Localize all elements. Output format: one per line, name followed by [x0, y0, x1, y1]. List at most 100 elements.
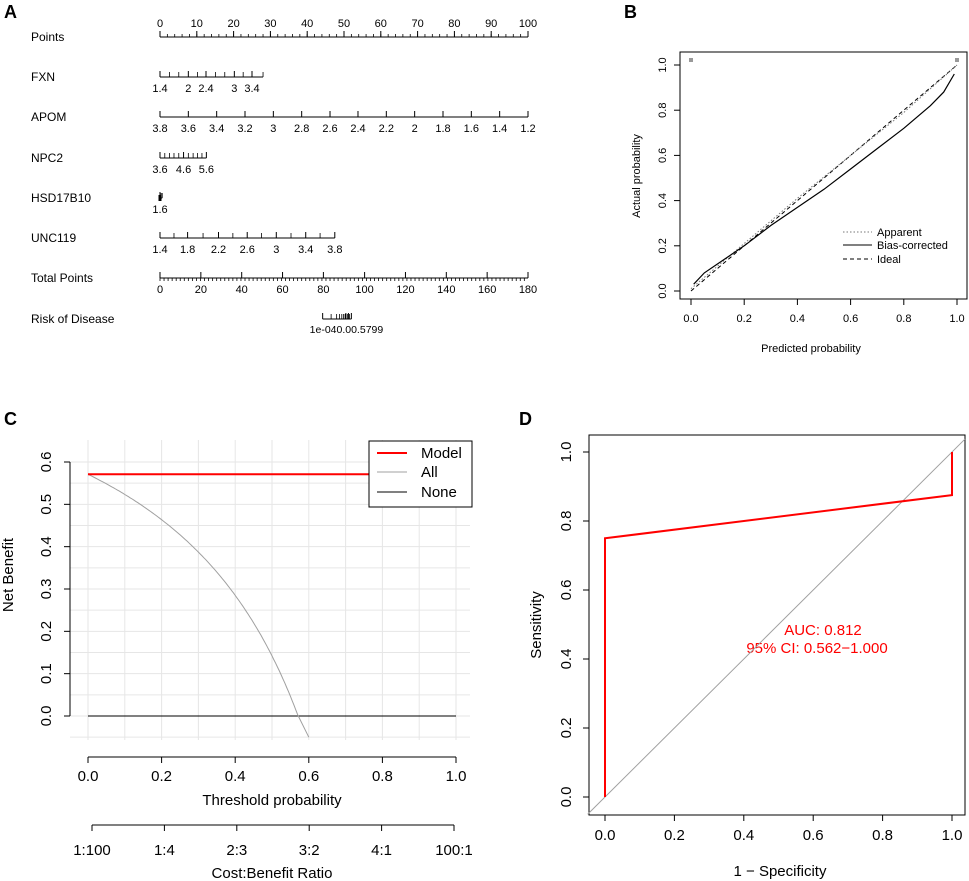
legend-apparent-label: Apparent — [877, 227, 922, 239]
nomogram-row-label-unc119: UNC119 — [31, 231, 76, 245]
nomogram-tick-label: 3.4 — [244, 83, 259, 95]
legend-model-label: Model — [421, 445, 462, 462]
calibration-apparent-line — [690, 64, 958, 290]
nomogram-tick-label: 50 — [338, 18, 350, 30]
nomogram-tick-label: 2.6 — [322, 123, 337, 135]
roc-y-tick-label: 0.2 — [558, 718, 575, 739]
dca-y-tick-label: 0.4 — [38, 536, 55, 557]
cost-benefit-tick-label: 100:1 — [435, 842, 473, 859]
calibration-x-label: Predicted probability — [761, 343, 861, 355]
nomogram-tick-label: 40 — [236, 284, 248, 296]
roc-frame — [588, 434, 966, 816]
dca-y-tick-label: 0.2 — [38, 621, 55, 642]
dca-y-tick-label: 0.0 — [38, 706, 55, 727]
nomogram-tick-label: 1.2 — [520, 123, 535, 135]
calibration-y-tick-label: 0.0 — [657, 283, 669, 298]
calibration-x-tick-label: 0.2 — [737, 313, 752, 325]
nomogram-tick-label: 3.8 — [152, 123, 167, 135]
panel-b-letter: B — [624, 2, 637, 22]
roc-y-label: Sensitivity — [528, 591, 545, 659]
nomogram-tick-label: 20 — [227, 18, 239, 30]
calibration-bias-corrected-line — [693, 73, 955, 285]
nomogram-tick-label: 2.2 — [379, 123, 394, 135]
calibration-y-tick-label: 0.6 — [657, 148, 669, 163]
calibration-x-tick-label: 0.8 — [896, 313, 911, 325]
calibration-frame — [679, 51, 968, 300]
nomogram-tick-label: 3.6 — [152, 164, 167, 176]
roc-y-tick-label: 0.0 — [558, 787, 575, 808]
roc-reference-line — [587, 438, 966, 815]
nomogram-tick-label: 60 — [276, 284, 288, 296]
nomogram-tick-label: 20 — [195, 284, 207, 296]
calibration-legend: Apparent Bias-corrected Ideal — [843, 227, 948, 266]
calibration-y-tick-label: 0.4 — [657, 193, 669, 208]
nomogram-row-label-npc2: NPC2 — [31, 151, 63, 165]
roc-x-tick-label: 1.0 — [942, 827, 963, 844]
nomogram-tick-label: 80 — [317, 284, 329, 296]
nomogram-point-marker — [158, 195, 162, 201]
roc-y-tick-label: 0.8 — [558, 511, 575, 532]
dca-x-label: Threshold probability — [202, 792, 342, 809]
nomogram-tick-label: 40 — [301, 18, 313, 30]
decision-curve-plot: Threshold probability Net Benefit Cost:B… — [0, 440, 473, 881]
calibration-ideal-line — [690, 64, 958, 292]
roc-y-tick-label: 1.0 — [558, 442, 575, 463]
nomogram-tick-label: 1.4 — [492, 123, 507, 135]
legend-all-label: All — [421, 464, 438, 481]
nomogram-tick-label: 90 — [485, 18, 497, 30]
dca-x-tick-label: 0.2 — [151, 768, 172, 785]
roc-x-label: 1 − Specificity — [734, 863, 827, 880]
nomogram-tick-label: 3 — [273, 244, 279, 256]
calibration-y-tick-label: 1.0 — [657, 57, 669, 72]
legend-none-label: None — [421, 484, 457, 501]
panel-a-letter: A — [4, 2, 17, 22]
nomogram-row-label-risk-of-disease: Risk of Disease — [31, 312, 115, 326]
roc-x-tick-label: 0.8 — [872, 827, 893, 844]
nomogram-tick-label: 100 — [519, 18, 537, 30]
ci-annotation: 95% CI: 0.562−1.000 — [746, 640, 887, 657]
cost-benefit-tick-label: 1:100 — [73, 842, 111, 859]
cost-benefit-label: Cost:Benefit Ratio — [212, 865, 333, 881]
nomogram-tick-label: 0 — [157, 284, 163, 296]
calibration-y-tick-label: 0.2 — [657, 238, 669, 253]
nomogram-tick-label: 1.8 — [435, 123, 450, 135]
nomogram-tick-label: 70 — [411, 18, 423, 30]
nomogram-tick-label: 10 — [191, 18, 203, 30]
nomogram-tick-label: 2.4 — [198, 83, 213, 95]
dca-x-tick-label: 0.6 — [298, 768, 319, 785]
nomogram-tick-label: 2.8 — [294, 123, 309, 135]
dca-x-tick-label: 1.0 — [446, 768, 467, 785]
nomogram-row-label-points: Points — [31, 30, 64, 44]
nomogram-tick-label: 3.4 — [298, 244, 313, 256]
dca-legend: Model All None — [368, 440, 473, 508]
nomogram-row-label-total-points: Total Points — [31, 271, 93, 285]
legend-bias-corrected-label: Bias-corrected — [877, 240, 948, 252]
nomogram-tick-label: 1.8 — [180, 244, 195, 256]
nomogram-tick-label: 1.6 — [464, 123, 479, 135]
nomogram-tick-label: 2.4 — [350, 123, 365, 135]
dca-y-tick-label: 0.5 — [38, 494, 55, 515]
nomogram-tick-label: 0 — [157, 18, 163, 30]
dca-y-label: Net Benefit — [0, 537, 17, 612]
nomogram-tick-label: 100 — [355, 284, 373, 296]
panel-c-letter: C — [4, 409, 17, 429]
roc-plot: 1 − Specificity Sensitivity AUC: 0.812 9… — [528, 434, 966, 880]
nomogram-tick-label: 3.4 — [209, 123, 224, 135]
nomogram-row-label-fxn: FXN — [31, 70, 55, 84]
nomogram-row-label-apom: APOM — [31, 110, 66, 124]
calibration-x-tick-label: 0.0 — [683, 313, 698, 325]
nomogram-tick-label: 1.4 — [152, 244, 167, 256]
cost-benefit-tick-label: 3:2 — [299, 842, 320, 859]
nomogram-row-label-hsd17b10: HSD17B10 — [31, 191, 91, 205]
auc-annotation: AUC: 0.812 — [784, 622, 862, 639]
nomogram-tick-label: 80 — [448, 18, 460, 30]
nomogram-tick-label: 1.4 — [152, 83, 167, 95]
nomogram-tick-label: 3 — [231, 83, 237, 95]
cost-benefit-tick-label: 4:1 — [371, 842, 392, 859]
calibration-plot: Predicted probability Actual probability… — [631, 51, 968, 355]
roc-y-tick-label: 0.6 — [558, 580, 575, 601]
roc-x-tick-label: 0.2 — [664, 827, 685, 844]
nomogram-tick-label: 140 — [437, 284, 455, 296]
